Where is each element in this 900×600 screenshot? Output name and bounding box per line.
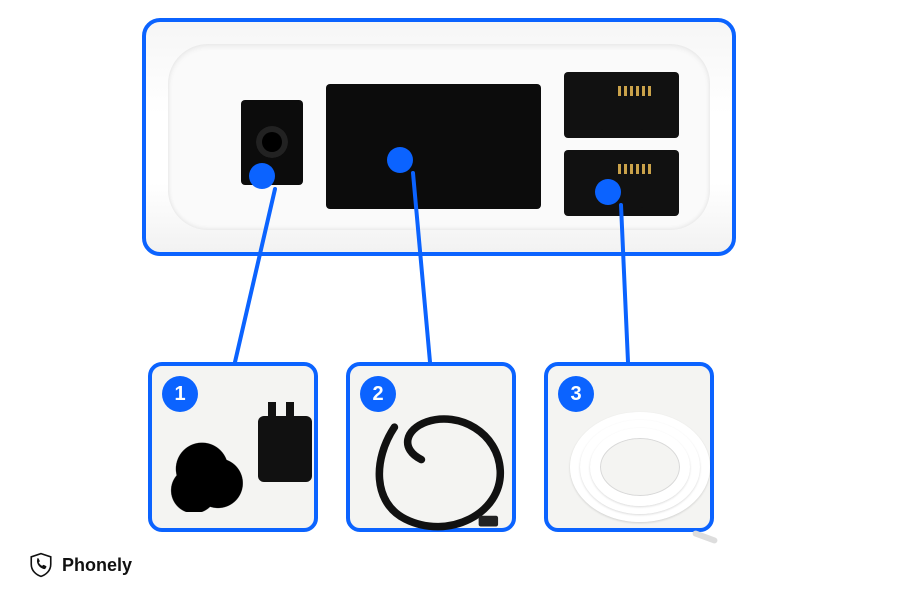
phone-port-bottom [564, 150, 679, 216]
item-card-3: 3 [544, 362, 714, 532]
ethernet-ports [326, 84, 541, 209]
diagram-canvas: 1 2 3 Phonely [0, 0, 900, 600]
handset-cord-icon [560, 384, 722, 546]
callout-dot-phone [595, 179, 621, 205]
item-card-1: 1 [148, 362, 318, 532]
phone-port-top [564, 72, 679, 138]
callout-dot-ethernet [387, 147, 413, 173]
shield-phone-icon [28, 552, 54, 578]
callout-dot-power [249, 163, 275, 189]
device-back-panel [142, 18, 736, 256]
brand-logo: Phonely [28, 552, 132, 578]
item-card-2: 2 [346, 362, 516, 532]
brand-name: Phonely [62, 555, 132, 576]
power-adapter-icon [164, 384, 326, 546]
ethernet-cable-icon [362, 384, 524, 546]
